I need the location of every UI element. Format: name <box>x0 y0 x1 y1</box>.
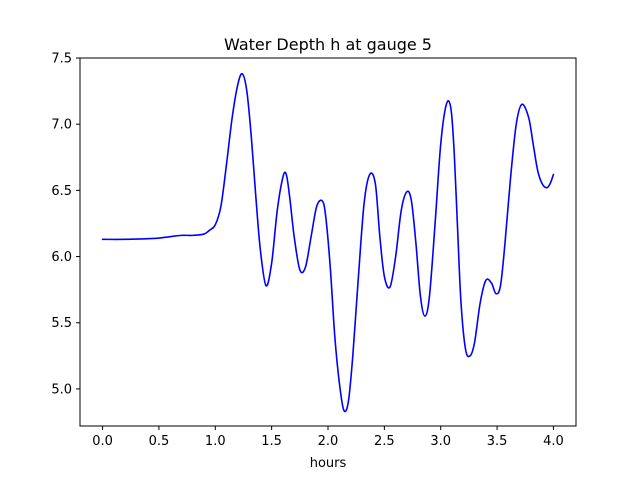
x-axis: 0.0 0.5 1.0 1.5 2.0 2.5 3.0 3.5 4.0 <box>92 426 564 449</box>
series-layer <box>101 72 555 413</box>
x-tick-label: 2.0 <box>318 434 339 449</box>
x-tick-label: 0.0 <box>92 434 113 449</box>
y-axis: 5.0 5.5 6.0 6.5 7.0 7.5 <box>51 52 80 397</box>
x-tick-label: 3.0 <box>430 434 451 449</box>
series-line-0 <box>101 72 555 413</box>
x-tick-label: 1.0 <box>205 434 226 449</box>
x-tick-label: 1.5 <box>261 434 282 449</box>
y-tick-label: 5.5 <box>51 316 72 331</box>
plot-frame <box>79 57 577 427</box>
x-tick-label: 0.5 <box>149 434 170 449</box>
x-tick-label: 2.5 <box>374 434 395 449</box>
y-tick-label: 7.0 <box>51 118 72 133</box>
y-tick-label: 6.5 <box>51 184 72 199</box>
chart-title: Water Depth h at gauge 5 <box>224 35 432 54</box>
y-tick-label: 5.0 <box>51 382 72 397</box>
y-tick-label: 6.0 <box>51 250 72 265</box>
y-tick-label: 7.5 <box>51 52 72 67</box>
x-tick-label: 4.0 <box>543 434 564 449</box>
x-tick-label: 3.5 <box>487 434 508 449</box>
x-axis-label: hours <box>310 456 347 471</box>
